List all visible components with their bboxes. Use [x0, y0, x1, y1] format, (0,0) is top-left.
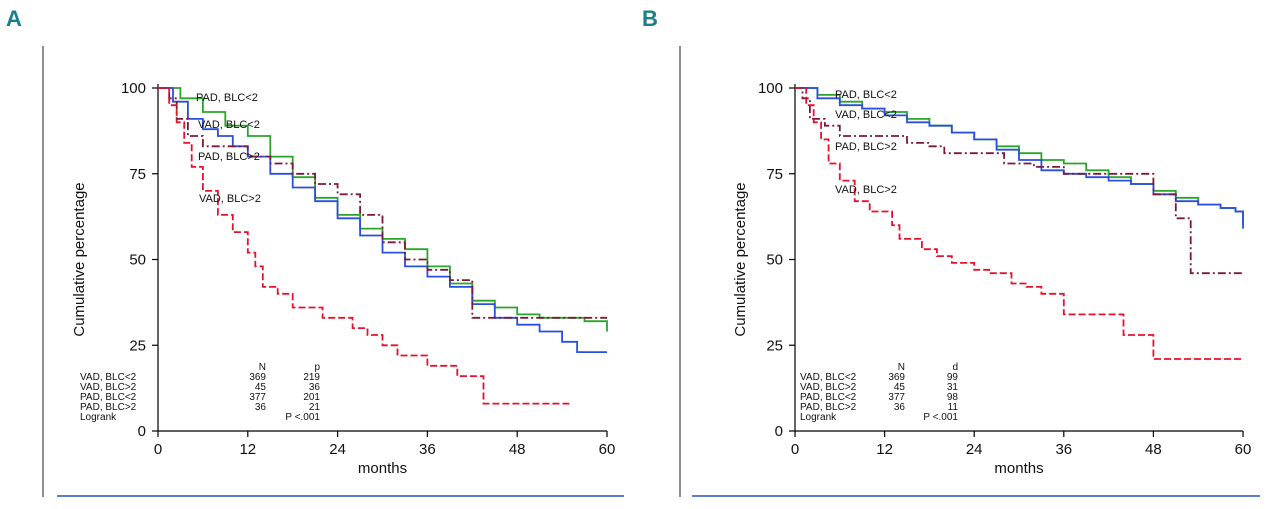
x-tick-label: 60 — [1235, 441, 1252, 458]
table-row-label: PAD, BLC>2 — [800, 402, 857, 413]
table-footer-pvalue: P <.001 — [285, 412, 320, 423]
table-row-events: 11 — [948, 402, 959, 413]
x-tick-label: 48 — [509, 441, 526, 458]
table-footer-test: Logrank — [80, 412, 117, 423]
x-tick-label: 24 — [966, 441, 983, 458]
x-axis-title: months — [358, 460, 407, 477]
table-row-n: 45 — [894, 382, 906, 393]
y-tick-label: 0 — [775, 423, 783, 440]
table-row-events: 201 — [303, 392, 320, 403]
series-line-pad-blc-2 — [795, 87, 1243, 275]
table-row-n: 36 — [255, 402, 267, 413]
x-axis-title: months — [994, 460, 1043, 477]
curve-annotation: PAD, BLC>2 — [835, 141, 897, 153]
chart-panel-b: B 0 25 50 75 100 0 12 24 36 48 60 months Cumulative p… — [642, 6, 1260, 497]
curve-annotation: PAD, BLC<2 — [196, 92, 258, 104]
curve-annotation: PAD, BLC>2 — [198, 151, 260, 163]
x-tick-label: 36 — [1055, 441, 1072, 458]
curve-annotation: VAD, BLC>2 — [199, 193, 261, 205]
table-header-events: p — [314, 362, 320, 373]
series-line-vad-blc-2 — [158, 87, 570, 405]
series-line-vad-blc-2 — [795, 87, 1243, 360]
y-tick-label: 50 — [129, 252, 146, 269]
table-header-n: N — [898, 362, 905, 373]
table-row-label: VAD, BLC>2 — [80, 382, 137, 393]
x-tick-label: 12 — [239, 441, 256, 458]
table-row-label: VAD, BLC<2 — [80, 372, 137, 383]
table-row-events: 21 — [309, 402, 321, 413]
table-row-events: 31 — [947, 382, 959, 393]
y-tick-label: 25 — [129, 337, 146, 354]
table-footer-pvalue: P <.001 — [923, 412, 958, 423]
curve-annotation: VAD, BLC<2 — [835, 109, 897, 121]
curve-annotation: VAD, BLC>2 — [835, 184, 897, 196]
y-tick-label: 25 — [766, 337, 783, 354]
y-tick-label: 75 — [766, 166, 783, 183]
table-row-events: 36 — [309, 382, 321, 393]
chart-panel-a: A 0 25 50 75 100 0 12 24 36 48 60 months Cumulative p… — [6, 6, 624, 497]
y-tick-label: 100 — [121, 80, 146, 97]
table-row-n: 45 — [255, 382, 267, 393]
y-tick-label: 75 — [129, 166, 146, 183]
table-row-label: VAD, BLC<2 — [800, 372, 857, 383]
y-axis-title: Cumulative percentage — [71, 182, 88, 336]
table-row-n: 369 — [888, 372, 905, 383]
table-row-events: 219 — [303, 372, 320, 383]
curve-annotation: VAD, BLC<2 — [198, 119, 260, 131]
table-row-n: 369 — [249, 372, 266, 383]
table-header-n: N — [259, 362, 266, 373]
table-row-n: 377 — [888, 392, 905, 403]
x-tick-label: 0 — [154, 441, 162, 458]
table-row-events: 99 — [947, 372, 959, 383]
table-row-n: 36 — [894, 402, 906, 413]
series-line-pad-blc-2 — [158, 87, 607, 319]
x-tick-label: 12 — [876, 441, 893, 458]
y-tick-label: 0 — [138, 423, 146, 440]
y-tick-label: 50 — [766, 252, 783, 269]
y-tick-label: 100 — [758, 80, 783, 97]
table-row-label: PAD, BLC<2 — [80, 392, 137, 403]
series-line-vad-blc-2 — [795, 87, 1244, 229]
table-footer-test: Logrank — [800, 412, 837, 423]
curve-annotation: PAD, BLC<2 — [835, 89, 897, 101]
table-row-label: PAD, BLC<2 — [800, 392, 857, 403]
table-row-events: 98 — [947, 392, 959, 403]
panel-letter: B — [642, 6, 658, 31]
table-row-label: VAD, BLC>2 — [800, 382, 857, 393]
table-row-n: 377 — [249, 392, 266, 403]
x-tick-label: 24 — [329, 441, 346, 458]
x-tick-label: 36 — [419, 441, 436, 458]
x-tick-label: 0 — [791, 441, 799, 458]
x-tick-label: 48 — [1145, 441, 1162, 458]
x-tick-label: 60 — [599, 441, 616, 458]
panel-letter: A — [6, 6, 22, 31]
y-axis-title: Cumulative percentage — [732, 182, 749, 336]
series-line-vad-blc-2 — [158, 87, 607, 353]
table-header-events: d — [952, 362, 958, 373]
table-row-label: PAD, BLC>2 — [80, 402, 137, 413]
